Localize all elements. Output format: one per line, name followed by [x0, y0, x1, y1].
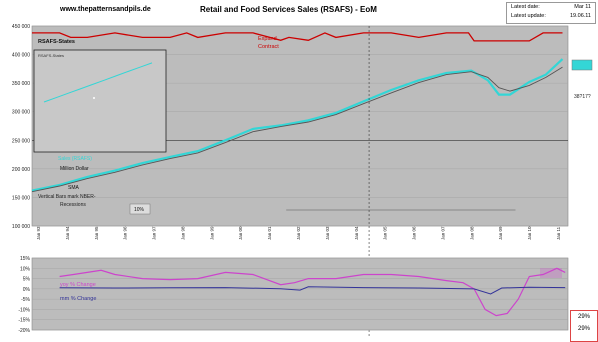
inset-series-line: [43, 62, 153, 103]
main-x-tick-label: Jan 01: [267, 226, 272, 240]
header: www.thepatternsandpils.de Retail and Foo…: [0, 0, 598, 24]
latest-date-value: Mar 11: [574, 4, 591, 10]
main-x-tick-label: Jan 09: [498, 226, 503, 240]
main-x-tick-label: Jan 93: [36, 226, 41, 240]
legend-sma-label: SMA: [68, 185, 80, 191]
site-url: www.thepatternsandpils.de: [60, 6, 151, 13]
main-x-tick-label: Jan 97: [152, 226, 157, 240]
main-y-tick-label: 300 000: [12, 110, 30, 116]
main-x-tick-label: Jan 05: [383, 226, 388, 240]
main-x-tick-label: Jan 11: [556, 226, 561, 240]
inset-chart: [33, 49, 167, 153]
main-x-tick-label: Jan 02: [296, 226, 301, 240]
last-value-marker: [571, 59, 593, 71]
legend-contract-label: Contract: [258, 44, 279, 50]
series-line-mm: [59, 286, 566, 295]
sub-y-tick-label: 15%: [20, 256, 31, 262]
legend-expand-label: Expand: [258, 36, 277, 42]
series-line-yoy: [59, 267, 566, 317]
main-x-tick-label: Jan 08: [469, 226, 474, 240]
legend-states-label: RSAFS-States: [38, 39, 75, 45]
last-value-label: 38?17?: [574, 94, 591, 100]
main-y-tick-label: 400 000: [12, 53, 30, 59]
main-x-tick-label: Jan 95: [94, 226, 99, 240]
main-x-tick-label: Jan 04: [354, 226, 359, 240]
sub-y-tick-label: -5%: [21, 297, 30, 303]
date-box: Latest date: Mar 11 Latest update: 19.06.1…: [506, 2, 596, 24]
main-y-tick-label: 250 000: [12, 138, 30, 144]
legend-vertical-bars-label: Vertical Bars mark NBER-: [38, 194, 96, 200]
legend-million-label: Million Dollar: [60, 166, 89, 172]
latest-date-label: Latest date:: [511, 4, 540, 10]
series-line-sma: [31, 66, 563, 193]
legend-yoy-label: yoy % Change: [60, 282, 96, 288]
sub-y-tick-label: 10%: [20, 266, 31, 272]
legend-retail-code: Sales (RSAFS): [58, 156, 92, 162]
series-line-rsafs: [31, 58, 564, 192]
inset-marker: [93, 97, 95, 99]
main-y-tick-label: 350 000: [12, 81, 30, 87]
legend-pct-box: [129, 203, 151, 215]
yoy-last-marker: [540, 268, 562, 278]
main-x-tick-label: Jan 03: [325, 226, 330, 240]
series-line-states: [32, 32, 563, 42]
main-x-tick-label: Jan 99: [209, 226, 214, 240]
chart-title: Retail and Food Services Sales (RSAFS) -…: [200, 5, 377, 14]
main-x-tick-label: Jan 98: [180, 226, 185, 240]
change-summary-top: 29%: [577, 314, 590, 320]
main-y-tick-label: 200 000: [12, 167, 30, 173]
legend-mm-label: mm % Change: [60, 296, 96, 302]
main-y-tick-label: 450 000: [12, 24, 30, 30]
sub-y-tick-label: -20%: [18, 328, 30, 334]
main-y-tick-label: 150 000: [12, 195, 30, 201]
sub-y-tick-label: -15%: [18, 318, 30, 324]
main-x-tick-label: Jan 96: [123, 226, 128, 240]
sub-y-tick-label: -10%: [18, 307, 30, 313]
main-y-tick-label: 100 000: [12, 224, 30, 230]
latest-update-label: Latest update:: [511, 13, 546, 19]
sub-plot-area: [31, 257, 569, 331]
main-x-tick-label: Jan 06: [412, 226, 417, 240]
sub-y-tick-label: 0%: [23, 287, 31, 293]
main-x-tick-label: Jan 10: [527, 226, 532, 240]
main-x-tick-label: Jan 94: [65, 226, 70, 240]
main-x-tick-label: Jan 07: [440, 226, 445, 240]
legend-pct-value: 10%: [134, 207, 145, 213]
change-summary-box: 29% 29%: [570, 310, 598, 342]
inset-label: RSAFS-States: [38, 53, 64, 58]
main-x-tick-label: Jan 00: [238, 226, 243, 240]
change-summary-bottom: 29%: [577, 326, 590, 332]
legend-recessions-label: Recessions: [60, 202, 86, 208]
sub-y-tick-label: 5%: [23, 277, 31, 283]
latest-update-value: 19.06.11: [569, 13, 591, 19]
